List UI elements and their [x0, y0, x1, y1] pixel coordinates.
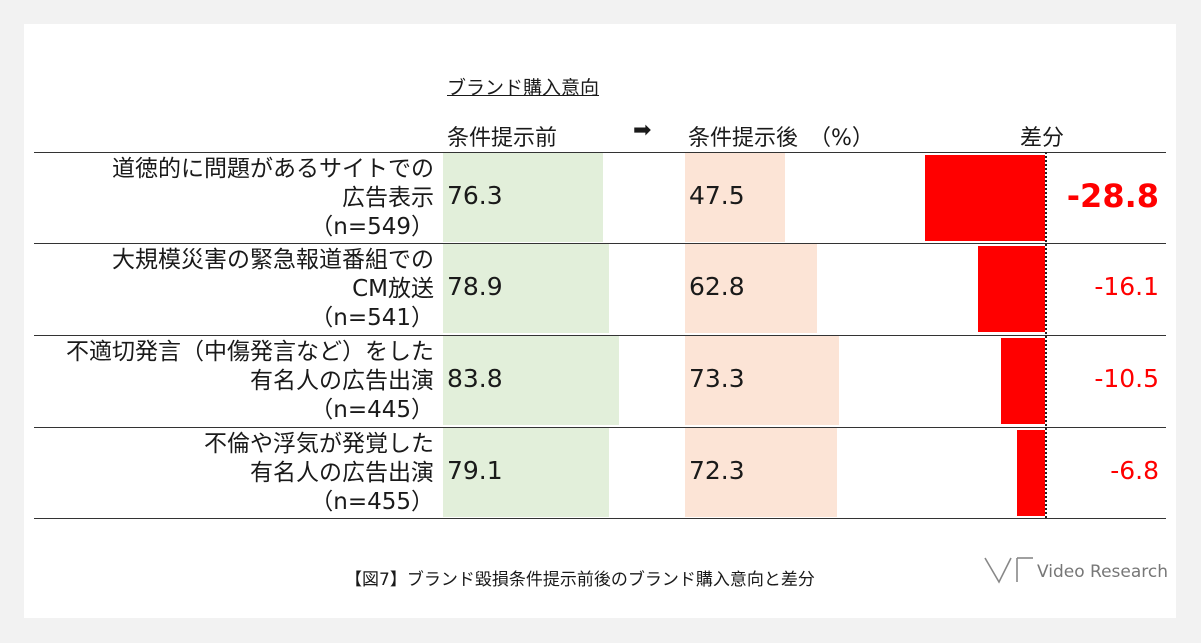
- right-arrow-icon: ➡: [633, 118, 652, 143]
- row-label-line: （n=541）: [310, 305, 434, 331]
- logo-text: Video Research: [1037, 562, 1169, 582]
- row-label-line: CM放送: [352, 276, 434, 302]
- row-label-line: 有名人の広告出演: [250, 368, 434, 394]
- row-label-line: （n=445）: [310, 397, 434, 423]
- bar-after-3: [685, 428, 837, 517]
- bar-before-3: [443, 428, 610, 517]
- row-label-line: （n=549）: [310, 214, 434, 240]
- row-label-line: 有名人の広告出演: [250, 460, 434, 486]
- section-title: ブランド購入意向: [447, 77, 600, 99]
- row-label-line: 広告表示: [342, 185, 434, 211]
- row-divider-1: [34, 243, 1166, 244]
- value-diff-2: -10.5: [1094, 364, 1159, 393]
- row-divider-4: [34, 518, 1166, 519]
- bar-before-1: [443, 244, 609, 333]
- figure-caption: 【図7】ブランド毀損条件提示前後のブランド購入意向と差分: [345, 570, 815, 590]
- value-diff-3: -6.8: [1110, 456, 1159, 485]
- row-label-line: （n=455）: [310, 489, 434, 515]
- value-diff-0: -28.8: [1066, 177, 1159, 215]
- bar-diff-1: [978, 246, 1045, 332]
- value-after-1: 62.8: [689, 272, 745, 301]
- value-after-3: 72.3: [689, 456, 745, 485]
- row-label-3: 不倫や浮気が発覚した有名人の広告出演 （n=455）: [204, 430, 434, 517]
- value-after-0: 47.5: [689, 181, 745, 210]
- row-label-line: 大規模災害の緊急報道番組での: [112, 247, 434, 273]
- row-label-2: 不適切発言（中傷発言など）をした有名人の広告出演 （n=445）: [66, 338, 434, 425]
- header-before: 条件提示前: [447, 126, 558, 151]
- row-label-0: 道徳的に問題があるサイトでの広告表示 （n=549）: [112, 155, 434, 242]
- value-before-1: 78.9: [447, 272, 503, 301]
- bar-diff-0: [925, 155, 1045, 241]
- bar-diff-3: [1016, 430, 1045, 516]
- bar-before-0: [443, 153, 604, 242]
- row-divider-0: [34, 152, 1166, 153]
- bar-after-0: [685, 153, 785, 242]
- bar-diff-2: [1001, 338, 1045, 424]
- value-before-2: 83.8: [447, 364, 503, 393]
- bar-after-2: [685, 336, 839, 425]
- row-label-line: 不適切発言（中傷発言など）をした: [66, 339, 434, 365]
- zero-axis-line: [1045, 152, 1047, 518]
- header-diff: 差分: [1020, 126, 1065, 151]
- row-label-line: 不倫や浮気が発覚した: [204, 431, 434, 457]
- value-before-3: 79.1: [447, 456, 503, 485]
- row-label-line: 道徳的に問題があるサイトでの: [112, 156, 434, 182]
- bar-before-2: [443, 336, 619, 425]
- row-divider-3: [34, 427, 1166, 428]
- value-diff-1: -16.1: [1094, 272, 1159, 301]
- value-before-0: 76.3: [447, 181, 503, 210]
- header-after: 条件提示後 （%）: [688, 126, 874, 151]
- video-research-logo-icon: [983, 555, 1035, 585]
- bar-after-1: [685, 244, 817, 333]
- value-after-2: 73.3: [689, 364, 745, 393]
- row-label-1: 大規模災害の緊急報道番組での CM放送 （n=541）: [112, 246, 434, 333]
- row-divider-2: [34, 335, 1166, 336]
